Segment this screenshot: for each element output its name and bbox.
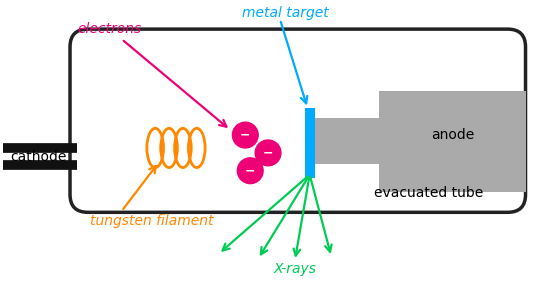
Text: −: − [245, 164, 256, 177]
Bar [379, 91, 526, 192]
Text: metal target: metal target [241, 6, 328, 20]
Text: cathode: cathode [10, 150, 67, 164]
Text: electrons: electrons [78, 22, 142, 36]
Text: −: − [240, 129, 251, 142]
Text: −: − [263, 146, 273, 159]
Bar [305, 108, 315, 178]
Bar [305, 118, 379, 164]
FancyBboxPatch shape [70, 29, 526, 212]
Text: X-rays: X-rays [273, 262, 316, 276]
Circle shape [238, 158, 263, 184]
Text: anode: anode [432, 128, 475, 142]
Circle shape [233, 122, 258, 148]
Text: evacuated tube: evacuated tube [374, 186, 483, 199]
Text: tungsten filament: tungsten filament [90, 214, 213, 228]
Circle shape [255, 140, 281, 166]
